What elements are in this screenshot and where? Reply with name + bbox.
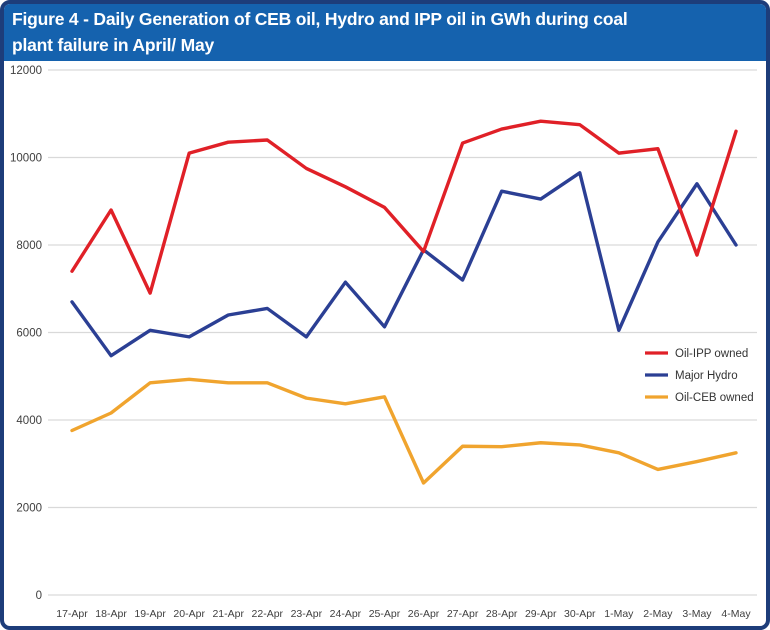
y-axis-label-6000: 6000 (16, 328, 42, 340)
x-axis-label-26-Apr: 26-Apr (408, 608, 440, 620)
figure-title-line1: Figure 4 - Daily Generation of CEB oil, … (12, 9, 628, 29)
x-axis-label-19-Apr: 19-Apr (134, 608, 166, 620)
legend-label-1: Oil-IPP owned (675, 348, 748, 360)
x-axis-label-2-May: 2-May (643, 608, 673, 620)
y-axis-label-0: 0 (36, 590, 42, 602)
x-axis-label-3-May: 3-May (682, 608, 712, 620)
figure-title-line2: plant failure in April/ May (12, 34, 215, 55)
y-axis-label-10000: 10000 (10, 153, 42, 165)
legend-label-3: Oil-CEB owned (675, 392, 754, 404)
x-axis-label-17-Apr: 17-Apr (56, 608, 88, 620)
x-axis-label-1-May: 1-May (604, 608, 634, 620)
y-axis-label-4000: 4000 (16, 415, 42, 427)
x-axis-label-20-Apr: 20-Apr (173, 608, 205, 620)
y-axis-label-8000: 8000 (16, 240, 42, 252)
series-line-oil-ceb-owned (70, 377, 738, 485)
y-axis-label-2000: 2000 (16, 503, 42, 515)
x-axis-label-23-Apr: 23-Apr (291, 608, 323, 620)
x-axis-label-28-Apr: 28-Apr (486, 608, 518, 620)
series-line-oil-ipp-owned (70, 119, 738, 295)
x-axis-label-27-Apr: 27-Apr (447, 608, 479, 620)
figure-title-bar: Figure 4 - Daily Generation of CEB oil, … (4, 4, 766, 61)
x-axis-label-30-Apr: 30-Apr (564, 608, 596, 620)
series-line-major-hydro (70, 171, 738, 358)
x-axis-label-22-Apr: 22-Apr (252, 608, 284, 620)
x-axis-label-4-May: 4-May (721, 608, 751, 620)
legend-label-2: Major Hydro (675, 370, 738, 382)
line-chart: 0 2000 4000 6000 8000 10000 12000 17-Apr 18-Apr 1… (10, 65, 757, 620)
x-axis-label-25-Apr: 25-Apr (369, 608, 401, 620)
y-axis-label-12000: 12000 (10, 65, 42, 77)
x-axis-label-29-Apr: 29-Apr (525, 608, 557, 620)
x-axis-label-24-Apr: 24-Apr (330, 608, 362, 620)
x-axis-label-21-Apr: 21-Apr (212, 608, 244, 620)
x-axis-label-18-Apr: 18-Apr (95, 608, 127, 620)
